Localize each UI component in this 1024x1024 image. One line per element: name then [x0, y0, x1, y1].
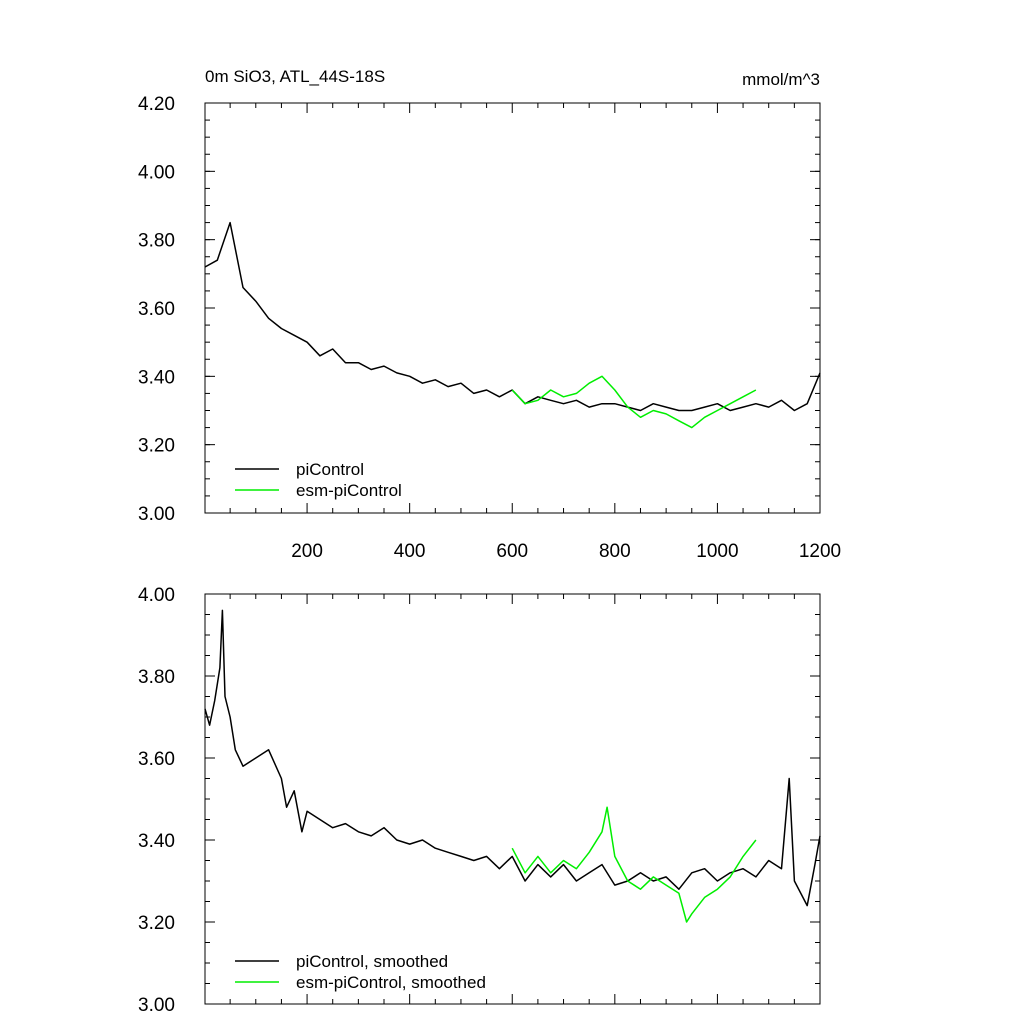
top-ytick-label: 4.00 [138, 162, 175, 183]
top-series-line-esm-picontrol [511, 375, 757, 429]
top-axis-ticks: 3.00 3.20 3.40 3.60 3.80 4.00 4.20 200 400 600 800… [138, 94, 841, 562]
top-xtick-label: 1200 [799, 541, 841, 562]
top-series-lines [204, 221, 821, 429]
top-legend-label-esm-picontrol: esm-piControl [296, 481, 402, 500]
top-ytick-label: 3.80 [138, 231, 175, 252]
top-ytick-label: 4.20 [138, 94, 175, 115]
bottom-ytick-label: 3.20 [138, 913, 175, 934]
top-ytick-label: 3.60 [138, 299, 175, 320]
bottom-axis-ticks: 3.00 3.20 3.40 3.60 3.80 4.00 [138, 585, 821, 1016]
top-xtick-label: 200 [291, 541, 323, 562]
top-xtick-label: 400 [394, 541, 426, 562]
top-legend-label-picontrol: piControl [296, 460, 364, 479]
top-ytick-label: 3.40 [138, 367, 175, 388]
bottom-legend-label-esm-picontrol: esm-piControl, smoothed [296, 973, 486, 992]
top-xtick-label: 600 [496, 541, 528, 562]
top-xtick-label: 800 [599, 541, 631, 562]
top-series-line-picontrol [204, 221, 821, 412]
bottom-ytick-label: 3.60 [138, 749, 175, 770]
bottom-series-lines [204, 609, 821, 923]
bottom-ytick-label: 4.00 [138, 585, 175, 606]
top-ytick-label: 3.20 [138, 436, 175, 457]
bottom-plot-frame [204, 593, 821, 1005]
top-xtick-label: 1000 [696, 541, 738, 562]
bottom-ytick-label: 3.00 [138, 995, 175, 1016]
top-legend: piControl esm-piControl [235, 460, 402, 500]
bottom-series-line-picontrol-smoothed [204, 609, 821, 907]
bottom-legend: piControl, smoothed esm-piControl, smoot… [235, 952, 486, 992]
bottom-legend-label-picontrol: piControl, smoothed [296, 952, 448, 971]
top-panel-units: mmol/m^3 [742, 70, 820, 89]
top-panel-title: 0m SiO3, ATL_44S-18S [205, 67, 385, 86]
bottom-ytick-label: 3.80 [138, 667, 175, 688]
bottom-panel: 3.00 3.20 3.40 3.60 3.80 4.00 piControl, smoo… [138, 585, 821, 1016]
top-plot-frame [204, 102, 821, 514]
bottom-series-line-esm-picontrol-smoothed [511, 806, 757, 923]
top-ytick-label: 3.00 [138, 504, 175, 525]
bottom-ytick-label: 3.40 [138, 831, 175, 852]
top-panel: 0m SiO3, ATL_44S-18S mmol/m^3 3.003.203.… [138, 67, 841, 562]
